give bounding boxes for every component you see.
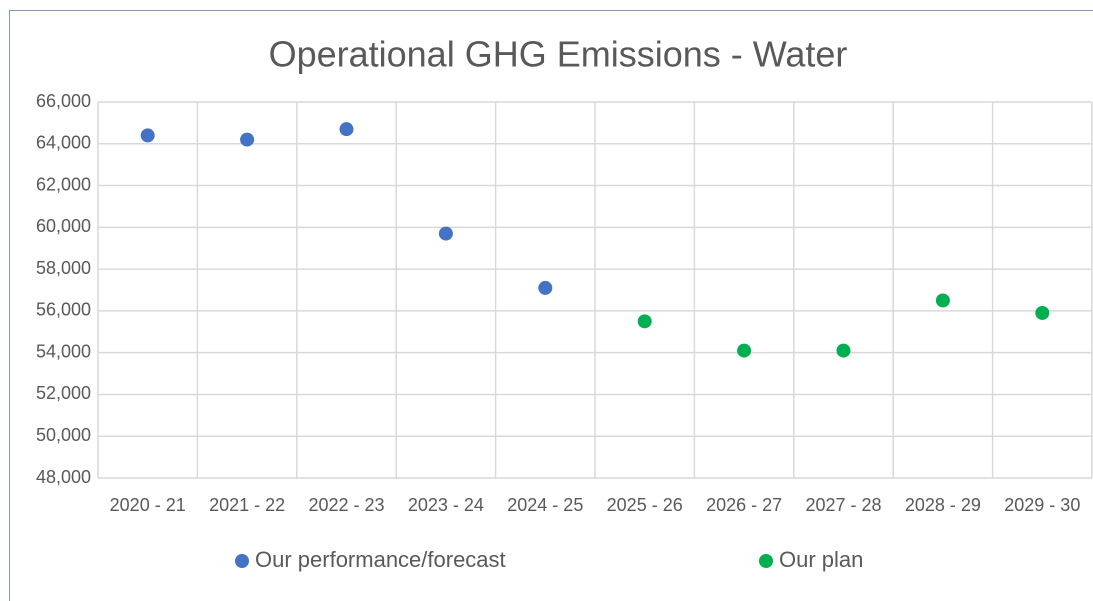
- legend-marker: [235, 554, 249, 568]
- x-tick-label: 2027 - 28: [805, 495, 881, 515]
- y-tick-label: 60,000: [36, 216, 91, 236]
- y-tick-label: 56,000: [36, 300, 91, 320]
- y-tick-label: 52,000: [36, 383, 91, 403]
- x-tick-label: 2028 - 29: [905, 495, 981, 515]
- y-tick-label: 64,000: [36, 133, 91, 153]
- point: [438, 226, 453, 241]
- y-tick-label: 66,000: [36, 91, 91, 111]
- y-tick-label: 58,000: [36, 258, 91, 278]
- legend-marker: [759, 554, 773, 568]
- x-tick-label: 2029 - 30: [1004, 495, 1080, 515]
- point: [935, 293, 950, 308]
- chart-frame: [9, 10, 1093, 601]
- point: [737, 343, 752, 358]
- point: [637, 314, 652, 329]
- legend-label: Our performance/forecast: [255, 547, 506, 572]
- x-tick-label: 2021 - 22: [209, 495, 285, 515]
- x-tick-label: 2023 - 24: [408, 495, 484, 515]
- x-tick-label: 2026 - 27: [706, 495, 782, 515]
- point: [339, 122, 354, 137]
- x-tick-label: 2022 - 23: [308, 495, 384, 515]
- point: [538, 280, 553, 295]
- point: [836, 343, 851, 358]
- x-tick-label: 2024 - 25: [507, 495, 583, 515]
- y-tick-label: 48,000: [36, 467, 91, 487]
- legend-label: Our plan: [779, 547, 863, 572]
- point: [1035, 305, 1050, 320]
- y-tick-label: 62,000: [36, 174, 91, 194]
- point: [140, 128, 155, 143]
- x-tick-label: 2025 - 26: [607, 495, 683, 515]
- y-tick-label: 54,000: [36, 341, 91, 361]
- point: [240, 132, 255, 147]
- chart-title: Operational GHG Emissions - Water: [269, 34, 848, 75]
- x-tick-label: 2020 - 21: [110, 495, 186, 515]
- y-tick-label: 50,000: [36, 425, 91, 445]
